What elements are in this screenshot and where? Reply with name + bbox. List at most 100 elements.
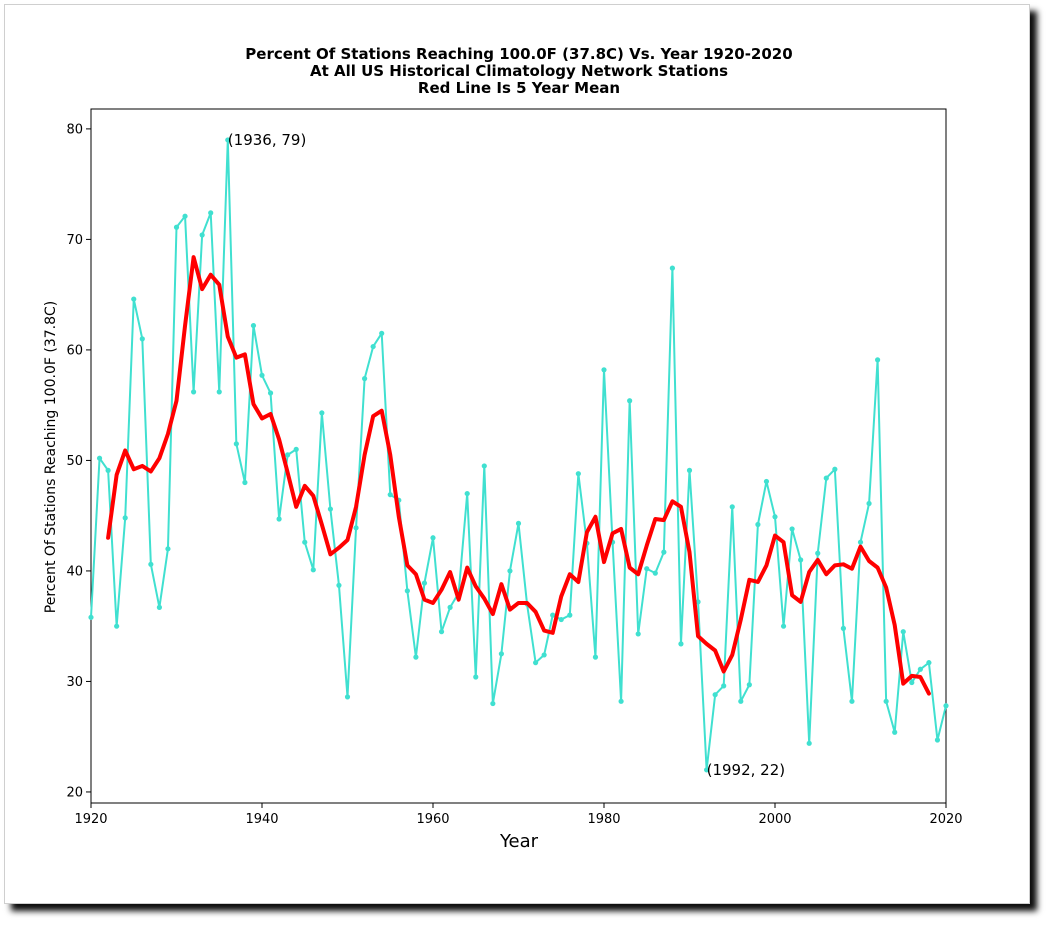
annual-data-point (917, 666, 923, 672)
annual-data-point (507, 568, 513, 574)
annual-data-point (533, 660, 539, 666)
annual-data-point (875, 357, 881, 363)
annual-data-point (88, 614, 94, 620)
series-layer (88, 137, 949, 773)
y-axis: 20 30 40 50 60 70 80 (66, 122, 91, 800)
annual-data-point (721, 683, 727, 689)
annual-data-point (344, 694, 351, 700)
annual-data-point (669, 265, 676, 271)
annual-data-point (139, 336, 145, 342)
annual-data-point (849, 698, 855, 704)
annual-data-point (789, 526, 795, 532)
annual-data-point (866, 500, 872, 507)
annual-data-point (652, 570, 658, 576)
y-tick-label: 30 (66, 675, 83, 690)
annual-data-point (909, 679, 915, 686)
annual-data-point (353, 525, 359, 531)
annual-data-point (892, 729, 898, 735)
annual-data-point (473, 674, 479, 680)
figure-frame: Percent Of Stations Reaching 100.0F (37.… (4, 4, 1030, 904)
annual-data-point (319, 410, 325, 416)
annual-data-point (131, 296, 137, 302)
annual-data-point (883, 698, 889, 704)
annual-data-point (815, 550, 821, 556)
annual-data-point (704, 767, 710, 773)
annual-data-point (558, 616, 564, 623)
annual-data-point (926, 660, 932, 666)
annual-data-point (900, 629, 906, 635)
annual-data-point (379, 330, 385, 336)
annual-data-point (541, 652, 547, 658)
annual-data-point (285, 452, 291, 458)
annual-data-point (105, 467, 111, 473)
annual-data-point (148, 561, 154, 567)
y-tick-label: 80 (66, 122, 83, 137)
x-axis: 1920 1940 1960 1980 2000 2020 (74, 803, 963, 827)
annual-data-point (413, 654, 419, 660)
annual-data-point (96, 455, 103, 461)
annual-data-point (823, 475, 829, 481)
annual-data-point (712, 692, 718, 698)
chart-svg: Percent Of Stations Reaching 100.0F (37.… (43, 45, 963, 852)
annual-data-point (302, 539, 308, 545)
annual-data-point (430, 535, 436, 541)
annual-data-point (191, 389, 197, 395)
annual-data-point (678, 641, 684, 647)
y-tick-label: 20 (66, 785, 83, 800)
annual-data-point (763, 478, 770, 485)
annual-data-point (208, 210, 214, 216)
annual-data-point (618, 698, 624, 704)
annual-data-point (336, 582, 342, 588)
annual-data-point (464, 490, 470, 497)
annual-series-line (90, 138, 947, 771)
annual-data-point (729, 504, 735, 510)
annual-data-point (798, 557, 804, 563)
annual-data-point (327, 506, 333, 512)
annual-data-point (122, 515, 128, 521)
annual-data-point (310, 567, 316, 573)
annual-data-point (627, 398, 633, 404)
annual-data-point (173, 224, 180, 230)
annual-data-point (447, 604, 453, 610)
annual-data-point (635, 631, 641, 637)
annual-data-point (575, 471, 581, 477)
annual-data-point (267, 390, 274, 396)
annual-data-point (225, 137, 231, 143)
y-tick-label: 60 (66, 343, 83, 358)
annual-data-point (857, 539, 864, 545)
annual-data-point (840, 625, 847, 631)
y-axis-label: Percent Of Stations Reaching 100.0F (37.… (43, 301, 59, 613)
chart-title-line-2: At All US Historical Climatology Network… (310, 62, 728, 80)
annual-data-point (114, 623, 120, 629)
x-tick-label: 1940 (245, 812, 278, 827)
annual-data-point (156, 604, 162, 610)
annual-data-point (832, 466, 838, 472)
annual-data-point (242, 479, 248, 486)
annual-data-point (165, 546, 171, 552)
annual-data-point (601, 367, 607, 373)
annual-data-point (259, 372, 265, 378)
annual-data-point (567, 612, 573, 618)
annual-data-point (772, 514, 778, 520)
point-annotation: (1992, 22) (707, 761, 786, 779)
annual-data-point (199, 232, 205, 238)
chart-title-line-3: Red Line Is 5 Year Mean (418, 79, 620, 97)
x-axis-label: Year (499, 831, 539, 852)
annual-data-point (216, 389, 222, 395)
annual-data-point (387, 492, 393, 498)
annual-data-point (421, 580, 428, 586)
annual-data-point (276, 516, 282, 522)
annual-data-point (550, 612, 556, 618)
annual-data-point (686, 467, 693, 473)
annual-data-point (738, 698, 744, 704)
annual-data-point (661, 549, 667, 555)
annual-data-point (404, 588, 410, 594)
annual-data-point (182, 213, 188, 219)
x-tick-label: 1920 (74, 812, 107, 827)
annual-data-point (250, 322, 257, 329)
annual-data-point (695, 599, 701, 605)
annual-data-point (362, 376, 368, 382)
annual-data-point (490, 700, 496, 707)
y-tick-label: 40 (66, 564, 83, 579)
x-tick-label: 1960 (416, 812, 449, 827)
